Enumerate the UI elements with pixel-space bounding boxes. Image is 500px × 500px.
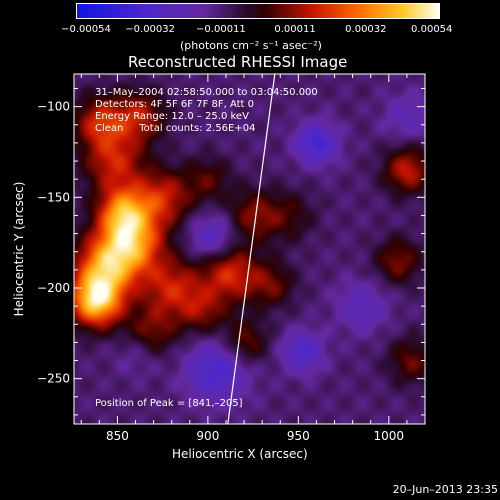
x-axis-ticks: 850 900 950 1000 (80, 74, 426, 443)
colorbar-tick-label: 0.00011 (274, 24, 316, 35)
colorbar-tick-label: 0.00032 (345, 24, 387, 35)
y-axis-label: Heliocentric Y (arcsec) (12, 181, 26, 317)
solar-limb-line (227, 73, 276, 425)
x-tick-label: 1000 (374, 429, 405, 443)
annotation-energy-range: Energy Range: 12.0 – 25.0 keV (95, 111, 249, 122)
x-tick-label: 950 (287, 429, 310, 443)
colorbar-unit-label: (photons cm⁻² s⁻¹ asec⁻²) (180, 39, 322, 52)
y-tick-label: −100 (37, 100, 70, 114)
y-tick-label: −250 (37, 372, 70, 386)
annotation-counts: Clean Total counts: 2.56E+04 (95, 123, 256, 134)
colorbar-tick-label: −0.00011 (196, 24, 246, 35)
y-tick-label: −150 (37, 190, 70, 204)
annotation-time-range: 31–May–2004 02:58:50.000 to 03:04:50.000 (95, 87, 318, 98)
footer-timestamp: 20–Jun–2013 23:35 (392, 483, 498, 496)
colorbar-tick-label: −0.00032 (125, 24, 176, 35)
y-axis-ticks: −100 −150 −200 −250 (37, 88, 425, 416)
y-tick-label: −200 (37, 281, 70, 295)
heatmap-image (74, 74, 425, 424)
x-axis-label: Heliocentric X (arcsec) (172, 447, 308, 461)
annotation-peak-position: Position of Peak = [841,–205] (95, 398, 243, 409)
plot-frame (73, 73, 426, 425)
x-tick-label: 900 (196, 429, 219, 443)
colorbar-tick-label: −0.00054 (61, 24, 111, 35)
annotation-detectors: Detectors: 4F 5F 6F 7F 8F, Att 0 (95, 99, 255, 110)
chart-title: Reconstructed RHESSI Image (128, 53, 348, 71)
x-tick-label: 850 (106, 429, 129, 443)
colorbar-tick-label: 0.00054 (411, 24, 453, 35)
colorbar-gradient (76, 3, 440, 19)
